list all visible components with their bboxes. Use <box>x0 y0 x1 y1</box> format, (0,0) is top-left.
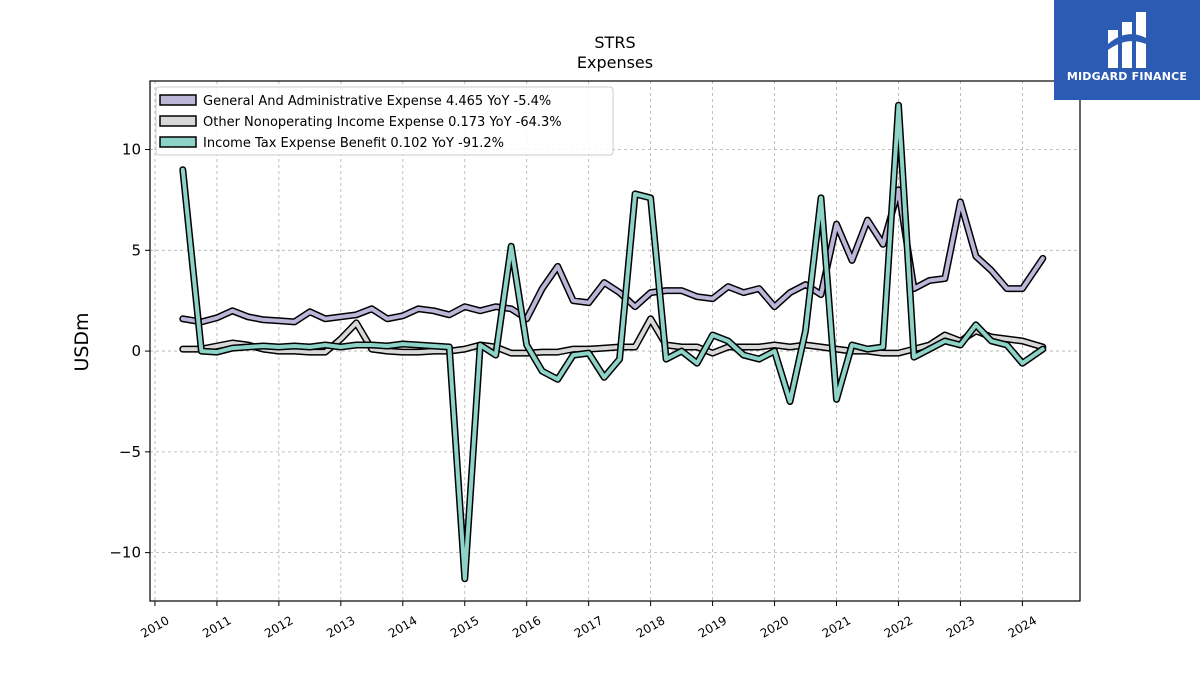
brand-mark-icon <box>1108 12 1146 68</box>
legend-item: Other Nonoperating Income Expense 0.173 … <box>159 115 562 130</box>
grid <box>150 81 1080 601</box>
legend-item: Income Tax Expense Benefit 0.102 YoY -91… <box>159 136 504 151</box>
x-tick-label: 2021 <box>820 613 853 640</box>
legend-box <box>155 86 614 156</box>
legend-label: Income Tax Expense Benefit 0.102 YoY -91… <box>203 136 504 151</box>
x-tick-label: 2013 <box>324 613 357 640</box>
plot-frame <box>149 80 1081 602</box>
series-1 <box>179 315 1047 357</box>
legend-swatch <box>159 115 197 127</box>
x-tick-label: 2010 <box>138 613 171 640</box>
x-ticks: 2010 2011 2012 2013 2014 2015 2016 2017 2018 2019… <box>138 601 1039 641</box>
x-tick-label: 2018 <box>634 613 667 640</box>
legend-label: Other Nonoperating Income Expense 0.173 … <box>203 115 562 130</box>
y-ticks: −10 −5 0 5 10 <box>109 141 150 562</box>
y-axis-label: USDm <box>71 312 93 371</box>
series-layer <box>179 101 1047 583</box>
x-tick-label: 2016 <box>510 613 543 640</box>
legend-swatch <box>159 136 197 148</box>
y-tick-label: 5 <box>131 241 141 259</box>
legend-label: General And Administrative Expense 4.465… <box>203 94 551 109</box>
x-tick-label: 2017 <box>572 613 605 640</box>
legend: General And Administrative Expense 4.465… <box>155 86 614 156</box>
x-tick-label: 2022 <box>882 613 915 640</box>
series-line <box>180 103 1045 581</box>
legend-swatch <box>159 94 197 106</box>
x-tick-label: 2015 <box>448 613 481 640</box>
series-2 <box>179 101 1047 583</box>
y-tick-label: −10 <box>109 544 141 562</box>
y-tick-label: −5 <box>119 443 141 461</box>
series-line <box>180 316 1045 356</box>
chart-subtitle: Expenses <box>577 53 653 72</box>
x-tick-label: 2023 <box>944 613 977 640</box>
brand-name: MIDGARD FINANCE <box>1066 70 1188 83</box>
legend-item: General And Administrative Expense 4.465… <box>159 94 551 109</box>
y-tick-label: 10 <box>122 141 141 159</box>
chart-title: STRS <box>594 33 635 52</box>
x-tick-label: 2011 <box>200 613 233 640</box>
x-tick-label: 2019 <box>696 613 729 640</box>
y-tick-label: 0 <box>131 342 141 360</box>
brand-logo: MIDGARD FINANCE <box>1054 0 1200 100</box>
x-tick-label: 2024 <box>1006 613 1039 640</box>
x-tick-label: 2020 <box>758 613 791 640</box>
x-tick-label: 2012 <box>262 613 295 640</box>
x-tick-label: 2014 <box>386 613 419 640</box>
